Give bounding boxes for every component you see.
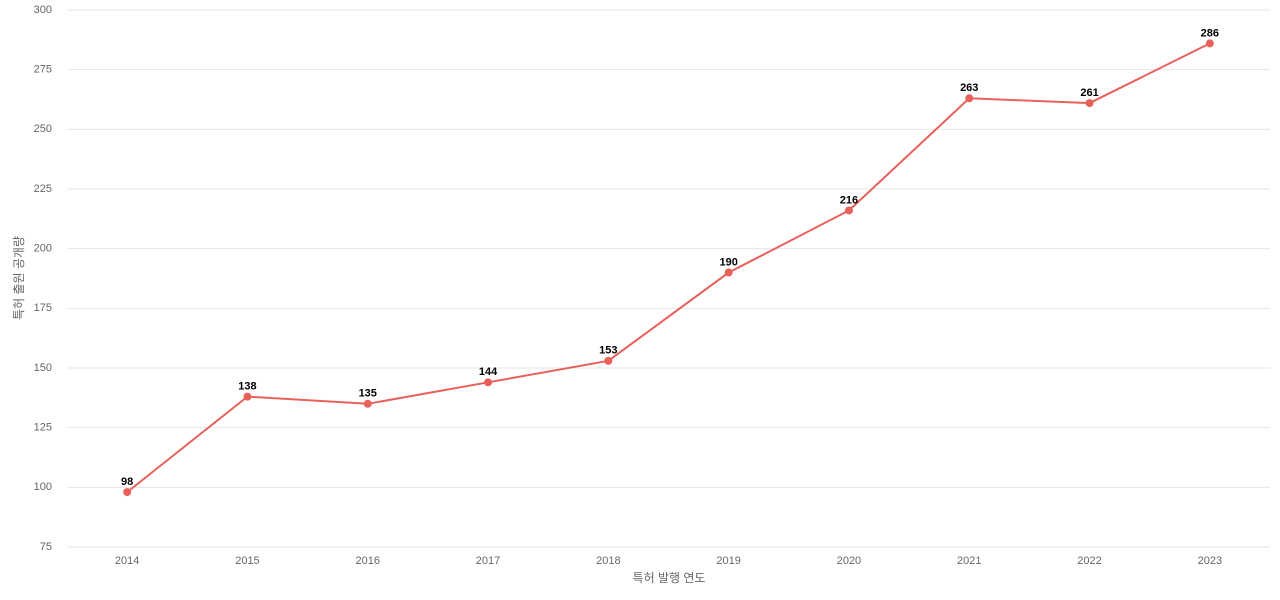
y-tick-label: 175: [34, 302, 52, 314]
data-label: 261: [1080, 87, 1098, 99]
data-point: [363, 399, 372, 408]
x-tick-label: 2019: [716, 555, 740, 567]
data-label: 135: [359, 388, 377, 400]
x-axis-title: 특허 발행 연도: [633, 570, 706, 585]
data-point: [123, 488, 132, 497]
y-tick-label: 275: [34, 64, 52, 76]
y-tick-label: 200: [34, 243, 52, 255]
data-label: 216: [840, 194, 858, 206]
x-tick-label: 2017: [476, 555, 500, 567]
data-label: 144: [479, 366, 498, 378]
data-label: 190: [719, 256, 737, 268]
data-label: 153: [599, 345, 617, 357]
data-point: [1085, 99, 1094, 108]
data-point: [243, 392, 252, 401]
x-tick-label: 2022: [1077, 555, 1101, 567]
x-tick-label: 2018: [596, 555, 620, 567]
y-tick-label: 150: [34, 362, 52, 374]
data-point: [1205, 39, 1214, 48]
data-label: 263: [960, 82, 978, 94]
x-tick-label: 2021: [957, 555, 981, 567]
data-label: 98: [121, 476, 133, 488]
data-label: 138: [238, 381, 256, 393]
y-tick-label: 100: [34, 481, 52, 493]
y-tick-label: 225: [34, 183, 52, 195]
data-point: [724, 268, 733, 277]
data-label: 286: [1201, 27, 1219, 39]
data-point: [484, 378, 493, 387]
y-tick-label: 300: [34, 4, 52, 16]
y-tick-label: 75: [40, 541, 52, 553]
x-tick-label: 2020: [837, 555, 861, 567]
data-line: [126, 42, 1211, 493]
y-axis-title: 특허 출원 공개량: [12, 236, 26, 320]
x-tick-label: 2015: [235, 555, 259, 567]
data-point: [604, 356, 613, 365]
x-tick-label: 2014: [115, 555, 139, 567]
data-point: [844, 206, 853, 215]
y-tick-label: 250: [34, 123, 52, 135]
x-tick-label: 2016: [356, 555, 380, 567]
y-tick-label: 125: [34, 422, 52, 434]
x-tick-label: 2023: [1198, 555, 1222, 567]
data-point: [965, 94, 974, 103]
